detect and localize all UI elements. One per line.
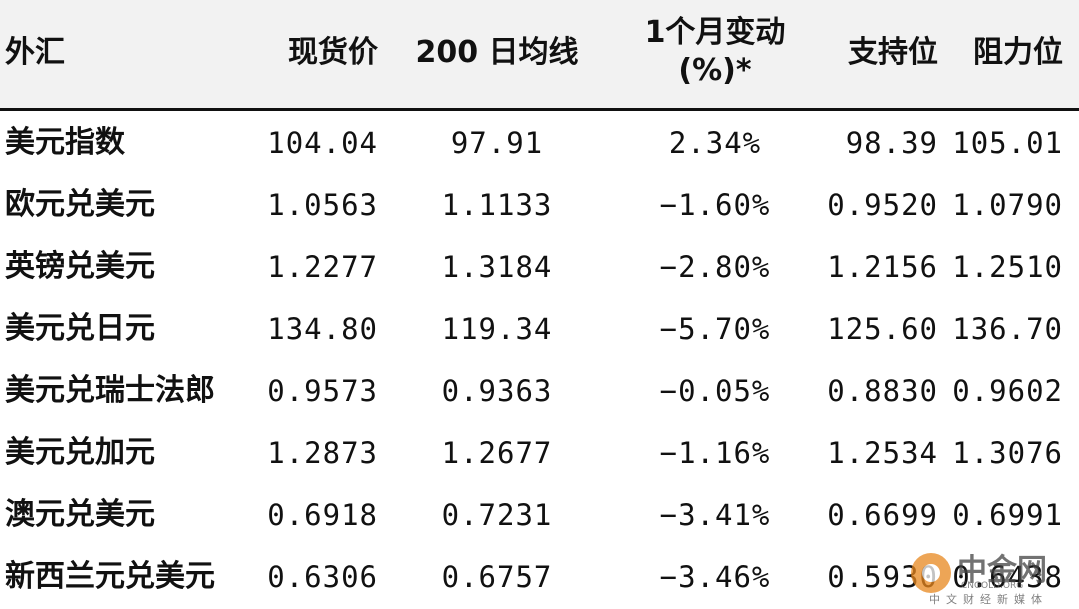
cell-value: 125.60	[827, 312, 938, 346]
cell-value: 1.0563	[267, 188, 378, 222]
cell-value: 1.2677	[441, 436, 553, 470]
cell-value: 0.6306	[267, 560, 378, 594]
cell-value: 1.2277	[267, 250, 378, 284]
table-header	[0, 0, 1079, 111]
cell-value: −3.46%	[659, 560, 771, 594]
header-cell: 阻力位	[973, 35, 1063, 70]
row-label: 英镑兑美元	[5, 249, 155, 284]
cell-value: 104.04	[267, 126, 378, 160]
cell-value: 1.1133	[441, 188, 553, 222]
cell-value: −1.16%	[659, 436, 771, 470]
watermark-tagline: 中文财经新媒体	[929, 593, 1048, 606]
cell-value: 0.6757	[441, 560, 553, 594]
cell-value: −3.41%	[659, 498, 771, 532]
cell-value: 119.34	[441, 312, 553, 346]
cell-value: 0.8830	[827, 374, 938, 408]
row-label: 美元兑瑞士法郎	[5, 373, 215, 408]
header-cell: 现货价	[288, 35, 378, 70]
cell-value: 1.2534	[827, 436, 938, 470]
cell-value: 2.34%	[668, 126, 762, 160]
cell-value: 0.6699	[827, 498, 938, 532]
cell-value: 0.6918	[267, 498, 378, 532]
cell-value: 1.2156	[827, 250, 938, 284]
row-label: 新西兰元兑美元	[5, 559, 215, 594]
cell-value: 1.2510	[952, 250, 1063, 284]
watermark-domain: CNGOLD.ORG	[961, 581, 1024, 591]
cell-value: 134.80	[267, 312, 378, 346]
cell-value: −5.70%	[659, 312, 771, 346]
cell-value: 0.9573	[267, 374, 378, 408]
cell-value: −0.05%	[659, 374, 771, 408]
cell-value: 0.9520	[827, 188, 938, 222]
header-cell: 200 日均线	[415, 35, 579, 70]
cell-value: 0.7231	[441, 498, 553, 532]
cell-value: −1.60%	[659, 188, 771, 222]
row-label: 美元兑加元	[5, 435, 155, 470]
cell-value: 136.70	[952, 312, 1063, 346]
row-label: 欧元兑美元	[5, 187, 155, 222]
cell-value: 97.91	[450, 126, 544, 160]
cell-value: 0.9363	[441, 374, 553, 408]
cell-value: 105.01	[952, 126, 1063, 160]
header-cell: 1个月变动 (%)*	[644, 15, 786, 88]
cell-value: 98.39	[845, 126, 938, 160]
header-cell: 支持位	[848, 35, 938, 70]
cell-value: 0.9602	[952, 374, 1063, 408]
watermark: 中金网 CNGOLD.ORG 中文财经新媒体	[909, 545, 1069, 606]
cell-value: 1.3184	[441, 250, 553, 284]
row-label: 美元指数	[5, 125, 125, 160]
header-cell: 外汇	[5, 35, 65, 70]
cell-value: 1.2873	[267, 436, 378, 470]
cell-value: 1.0790	[952, 188, 1063, 222]
cell-value: −2.80%	[659, 250, 771, 284]
watermark-icon	[911, 553, 951, 593]
row-label: 澳元兑美元	[5, 497, 155, 532]
row-label: 美元兑日元	[5, 311, 155, 346]
cell-value: 0.6991	[952, 498, 1063, 532]
cell-value: 1.3076	[952, 436, 1063, 470]
watermark-logo: 中金网	[957, 553, 1047, 588]
cell-value: 0.6438	[952, 560, 1063, 594]
